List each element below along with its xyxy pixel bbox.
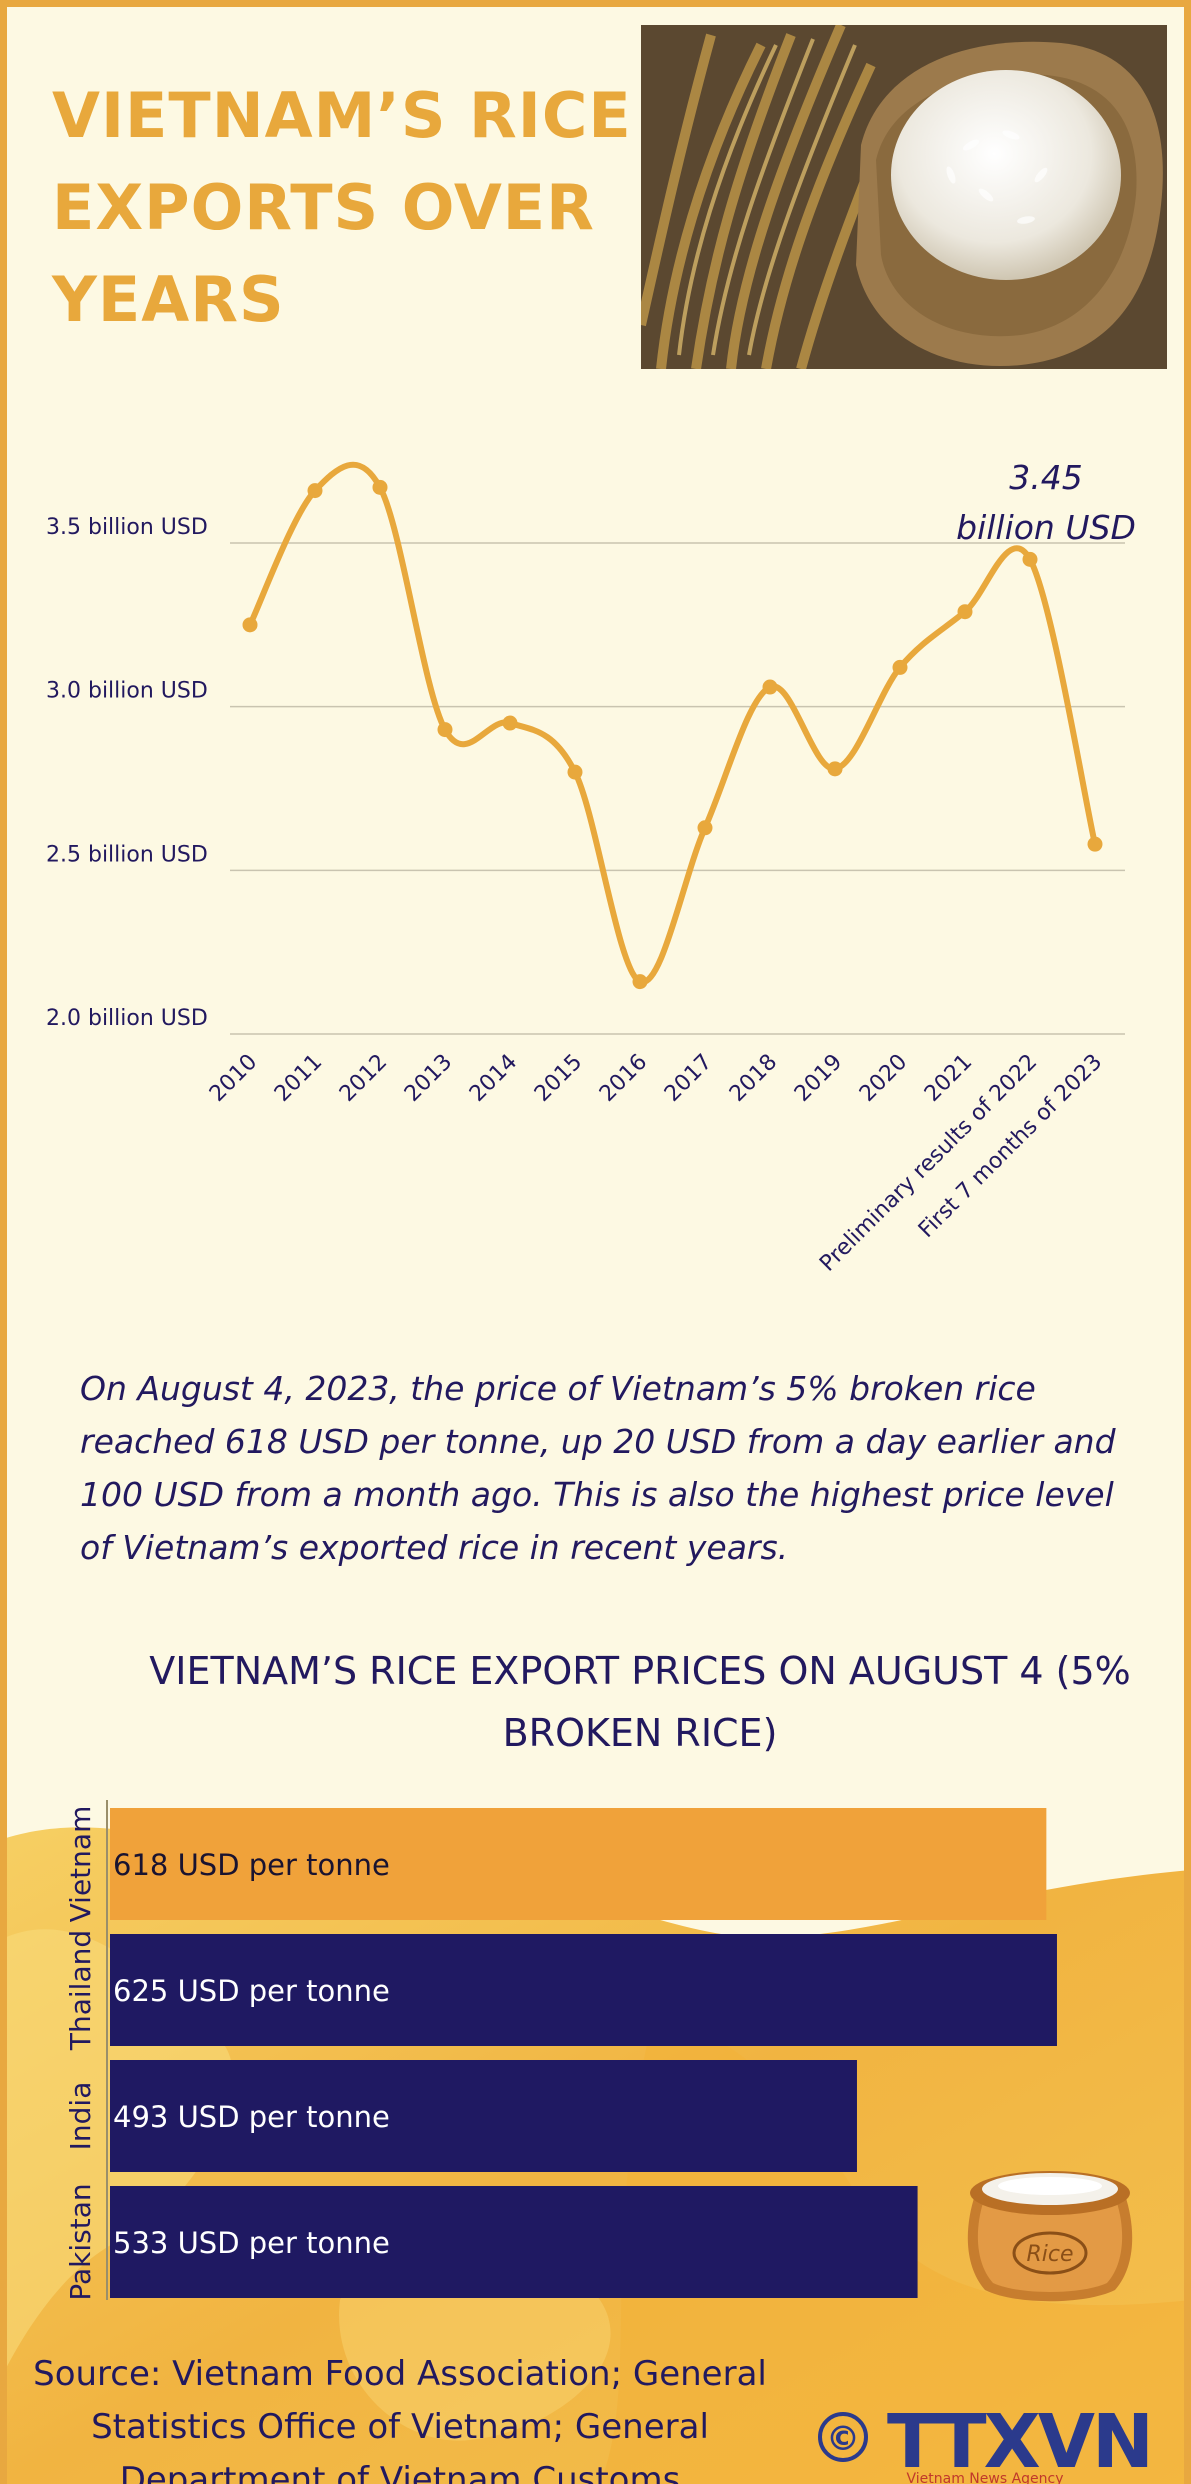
data-point: [242, 617, 258, 633]
copyright-symbol: ©: [826, 2419, 860, 2459]
logo-text: TTXVN: [887, 2399, 1151, 2484]
bar-value-label: 493 USD per tonne: [113, 2100, 390, 2134]
y-tick-label: 2.5 billion USD: [46, 842, 208, 867]
x-tick-label: 2012: [335, 1050, 392, 1107]
bar-india: [110, 2060, 857, 2172]
x-tick-label: 2021: [920, 1050, 977, 1107]
data-point: [957, 604, 973, 620]
source-note: Source: Vietnam Food Association; Genera…: [33, 2354, 767, 2484]
data-point: [372, 479, 388, 495]
data-point: [1022, 551, 1038, 567]
value-annotation-amount: 3.45: [1009, 458, 1082, 497]
line-chart: 3.5 billion USD 3.0 billion USD 2.5 billio…: [46, 458, 1136, 1277]
x-tick-label: 2019: [790, 1050, 847, 1107]
x-tick-label: 2015: [530, 1050, 587, 1107]
bar-value-label: 618 USD per tonne: [113, 1848, 390, 1882]
data-point: [567, 764, 583, 780]
x-tick-label: 2010: [205, 1050, 262, 1107]
x-tick-label: 2013: [400, 1050, 457, 1107]
rice-bag-icon: Rice: [967, 2171, 1133, 2302]
x-tick-label: 2018: [725, 1050, 782, 1107]
price-description: On August 4, 2023, the price of Vietnam’…: [80, 1369, 1116, 1567]
data-point: [502, 715, 518, 731]
bar-category-label: Vietnam: [64, 1806, 97, 1923]
bar-chart: 618 USD per tonne Vietnam 625 USD per tonn…: [64, 1800, 1057, 2301]
x-tick-label: 2011: [270, 1050, 327, 1107]
bar-chart-title: VIETNAM’S RICE EXPORT PRICES ON AUGUST 4…: [149, 1649, 1131, 1755]
data-point: [892, 659, 908, 675]
bar-thailand: [110, 1934, 1057, 2046]
data-point: [437, 722, 453, 738]
chart-series-line: [247, 461, 1098, 985]
data-point: [1087, 836, 1103, 852]
bar-pakistan: [110, 2186, 918, 2298]
rice-bag-label: Rice: [1026, 2242, 1073, 2267]
page-title: VIETNAM’S RICE EXPORTS OVER YEARS: [52, 79, 632, 336]
y-tick-label: 2.0 billion USD: [46, 1006, 208, 1031]
x-tick-label: 2014: [465, 1050, 522, 1107]
x-tick-label: 2016: [595, 1050, 652, 1107]
data-point: [827, 761, 843, 777]
bar-value-label: 533 USD per tonne: [113, 2226, 390, 2260]
ttxvn-logo: © TTXVN Vietnam News Agency: [818, 2399, 1154, 2484]
y-tick-label: 3.0 billion USD: [46, 679, 208, 704]
bar-category-label: India: [64, 2082, 97, 2151]
logo-subtext: Vietnam News Agency: [906, 2471, 1063, 2484]
data-point: [307, 483, 323, 499]
rice-photo: [641, 25, 1167, 369]
bar-category-label: Thailand: [64, 1930, 97, 2051]
bar-category-label: Pakistan: [64, 2183, 97, 2300]
y-tick-label: 3.5 billion USD: [46, 515, 208, 540]
x-tick-label: 2017: [660, 1050, 717, 1107]
data-point: [762, 679, 778, 695]
x-tick-label: 2020: [855, 1050, 912, 1107]
value-annotation-unit: billion USD: [956, 508, 1136, 547]
bar-value-label: 625 USD per tonne: [113, 1974, 390, 2008]
data-point: [632, 974, 648, 990]
data-point: [697, 820, 713, 836]
bar-vietnam: [110, 1808, 1047, 1920]
